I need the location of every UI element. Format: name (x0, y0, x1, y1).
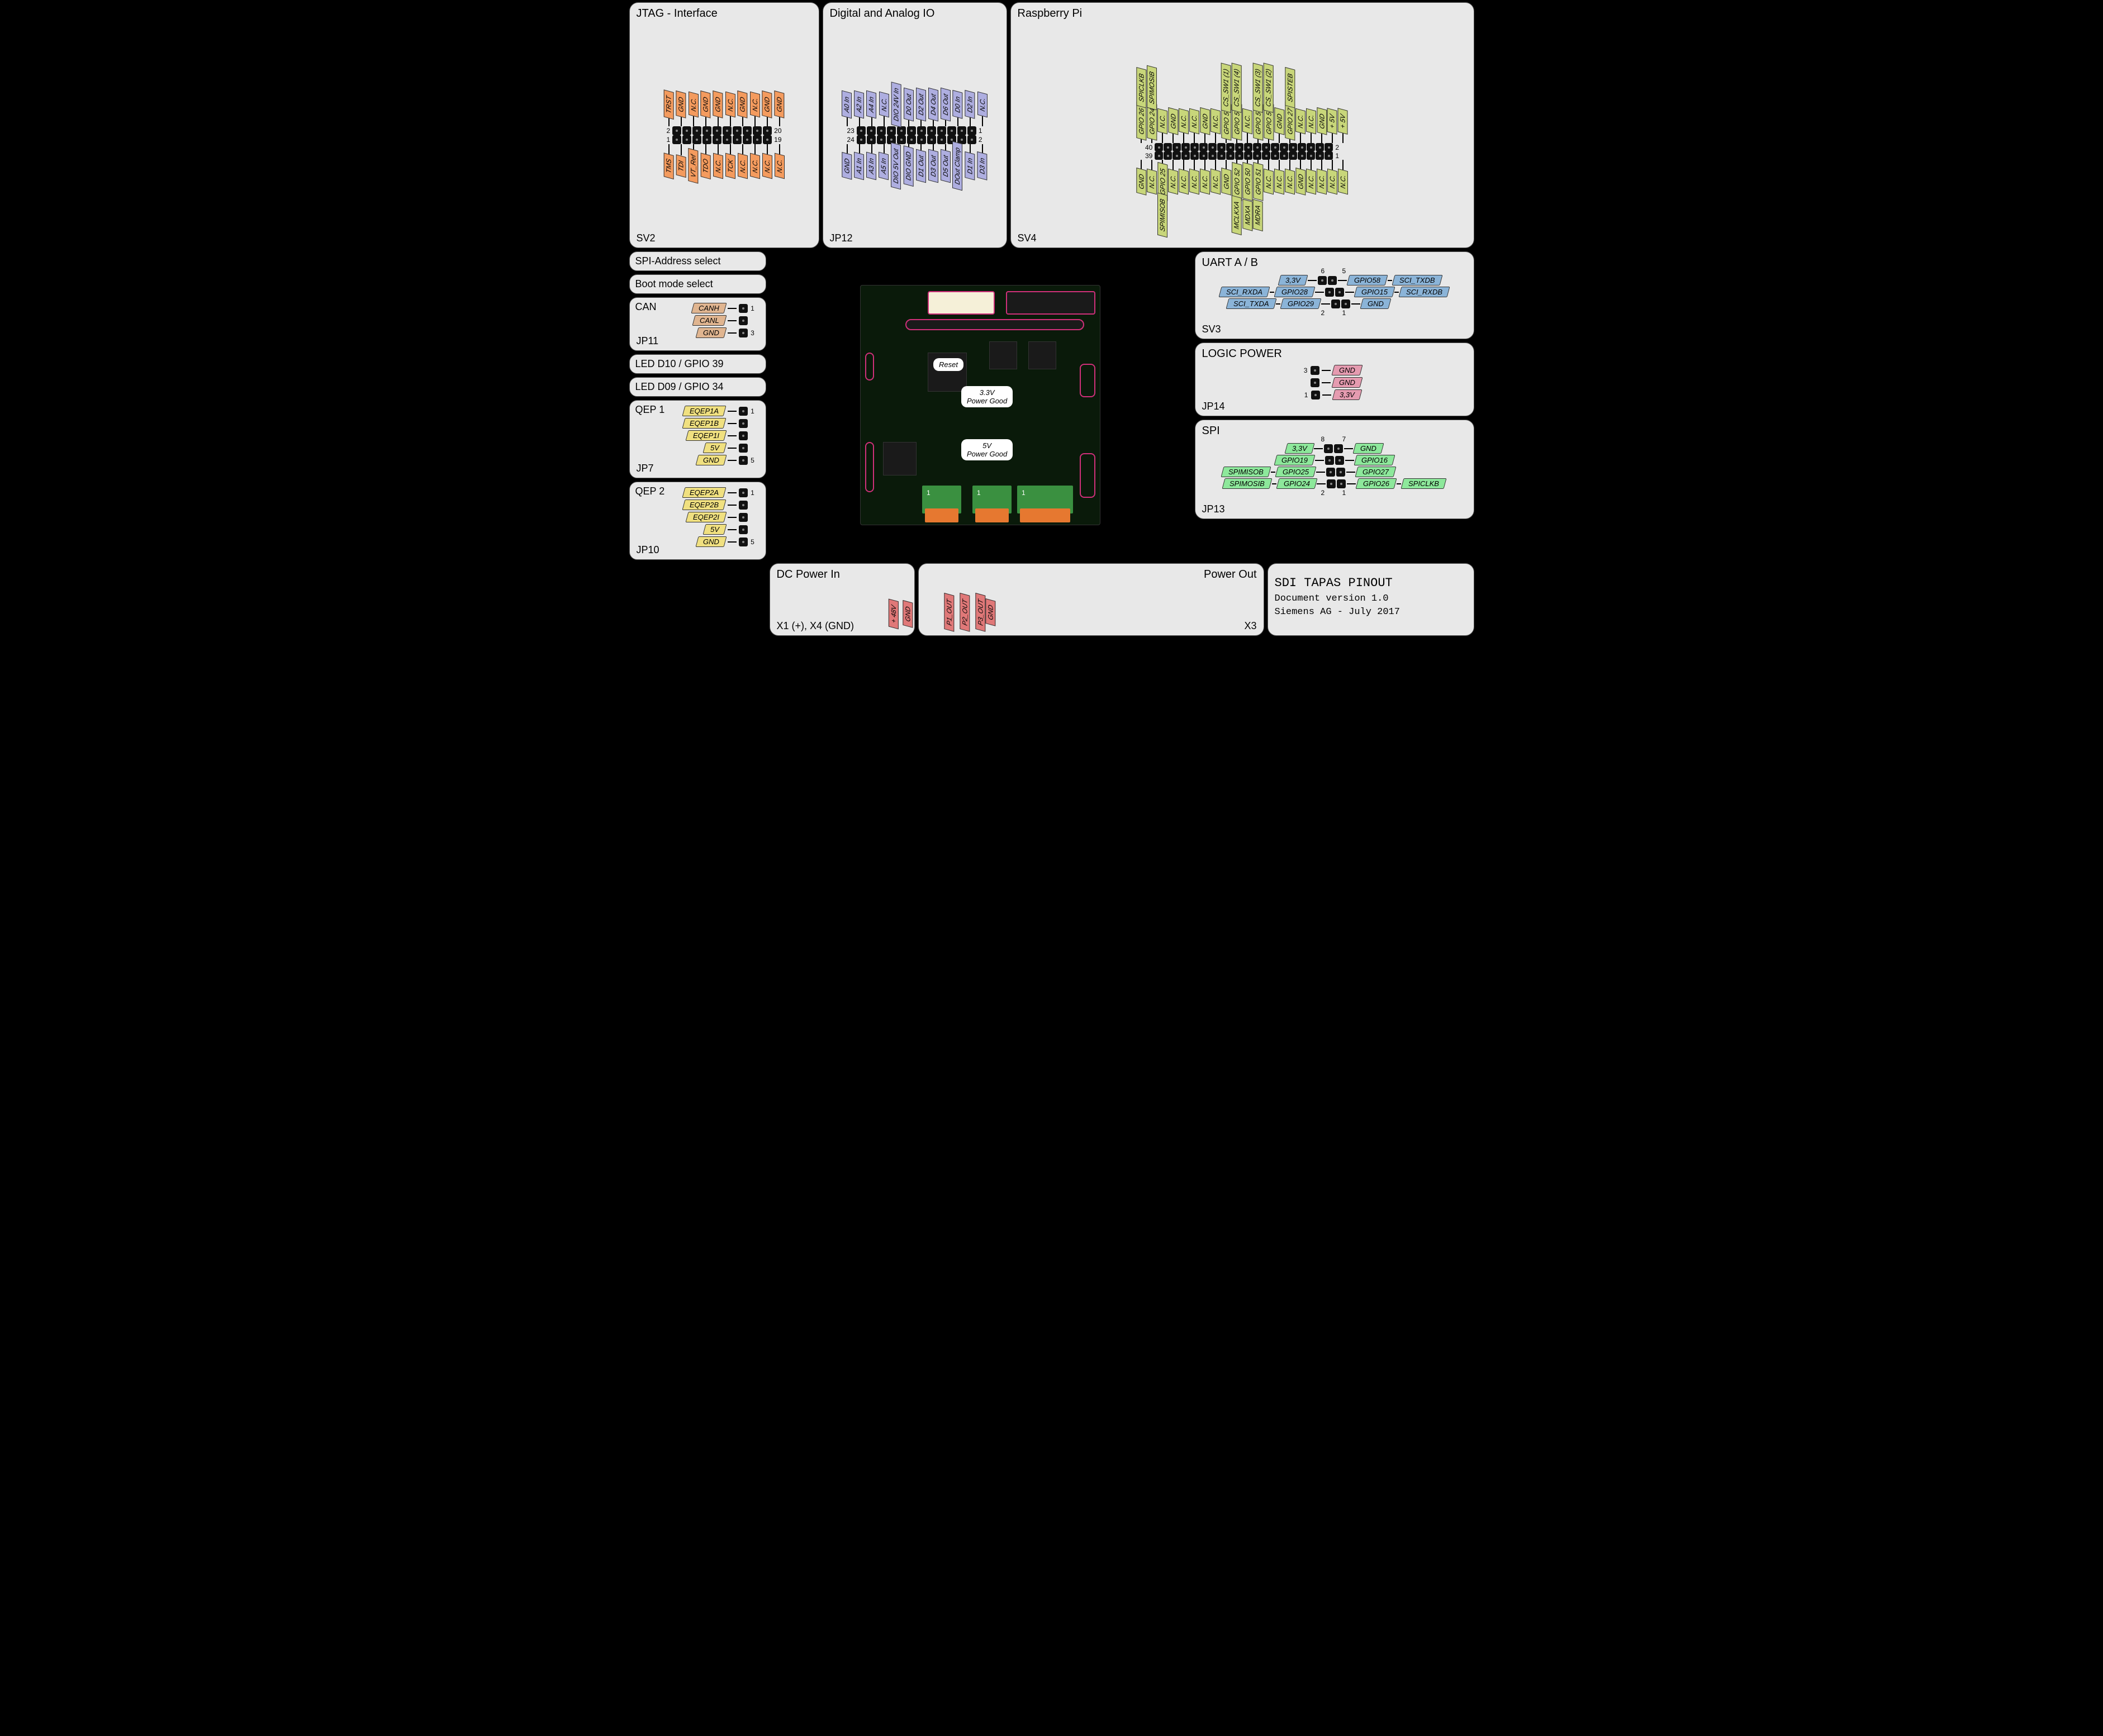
spi-panel: SPI 8 7 2 1 3,3VGNDGPIO19GPIO16SPIMISOBG… (1195, 420, 1474, 519)
jtag-header: TRSTGNDN.C.GNDGNDN.C.GNDN.C.GNDGND 2 20 … (637, 76, 812, 194)
led10-label: LED D10 / GPIO 39 (629, 354, 766, 374)
uart-title: UART A / B (1202, 256, 1467, 269)
spi-ref: JP13 (1202, 503, 1225, 515)
jtag-panel: JTAG - Interface TRSTGNDN.C.GNDGNDN.C.GN… (629, 2, 819, 248)
qep2-ref: JP10 (637, 544, 659, 556)
pg33-label: 3.3V Power Good (961, 386, 1013, 407)
led09-label: LED D09 / GPIO 34 (629, 377, 766, 397)
pinout-layout: JTAG - Interface TRSTGNDN.C.GNDGNDN.C.GN… (629, 2, 1474, 636)
uart-panel: UART A / B 6 5 2 1 3,3VGPIO58SCI_TXDBSCI… (1195, 251, 1474, 339)
doc-title: SDI TAPAS PINOUT (1275, 575, 1467, 592)
qep1-panel: QEP 1 EQEP1A1EQEP1BEQEP1I5VGND5 JP7 (629, 400, 766, 478)
doc-info-panel: SDI TAPAS PINOUT Document version 1.0 Si… (1268, 563, 1474, 636)
qep1-ref: JP7 (637, 463, 654, 474)
rpi-ref: SV4 (1018, 232, 1037, 244)
pg5-label: 5V Power Good (961, 439, 1013, 460)
rpi-header: GPIO 26SPICLKBGPIO 24SPIMOSIBN.C.GNDN.C.… (1018, 93, 1467, 210)
doc-version: Document version 1.0 (1275, 592, 1467, 606)
right-column: UART A / B 6 5 2 1 3,3VGPIO58SCI_TXDBSCI… (1195, 251, 1474, 560)
spi-addr-label: SPI-Address select (629, 251, 766, 271)
power-out-panel: P1_OUTP2_OUTP3_OUTGND Power Out X3 (918, 563, 1264, 636)
dcpower-ref: X1 (+), X4 (GND) (777, 620, 855, 632)
doc-org: Siemens AG - July 2017 (1275, 606, 1467, 619)
qep2-panel: QEP 2 EQEP2A1EQEP2BEQEP2I5VGND5 JP10 (629, 482, 766, 560)
jtag-title: JTAG - Interface (637, 7, 812, 20)
dio-header: A0 InA2 InA4 InN.C.DIO 24V InD0 OutD2 Ou… (830, 76, 1000, 194)
rpi-panel: Raspberry Pi GPIO 26SPICLKBGPIO 24SPIMOS… (1010, 2, 1474, 248)
dc-power-panel: DC Power In + 48VGND X1 (+), X4 (GND) (770, 563, 915, 636)
logic-ref: JP14 (1202, 401, 1225, 412)
powerout-title: Power Out (1204, 568, 1256, 581)
dio-panel: Digital and Analog IO A0 InA2 InA4 InN.C… (823, 2, 1007, 248)
can-ref: JP11 (637, 335, 659, 347)
logic-power-panel: LOGIC POWER 3GNDGND13,3V JP14 (1195, 343, 1474, 416)
powerout-ref: X3 (1244, 620, 1256, 632)
dio-ref: JP12 (830, 232, 853, 244)
dio-title: Digital and Analog IO (830, 7, 1000, 20)
pcb-photo: Reset 3.3V Power Good 5V Power Good (770, 251, 1191, 560)
logic-title: LOGIC POWER (1202, 348, 1467, 360)
uart-ref: SV3 (1202, 324, 1221, 335)
jtag-ref: SV2 (637, 232, 656, 244)
boot-mode-label: Boot mode select (629, 274, 766, 294)
can-panel: CAN CANH1CANLGND3 JP11 (629, 297, 766, 351)
reset-label: Reset (933, 358, 963, 371)
rpi-title: Raspberry Pi (1018, 7, 1467, 20)
left-column: SPI-Address select Boot mode select CAN … (629, 251, 766, 560)
dcpower-title: DC Power In (777, 568, 908, 581)
spi-title: SPI (1202, 425, 1467, 437)
